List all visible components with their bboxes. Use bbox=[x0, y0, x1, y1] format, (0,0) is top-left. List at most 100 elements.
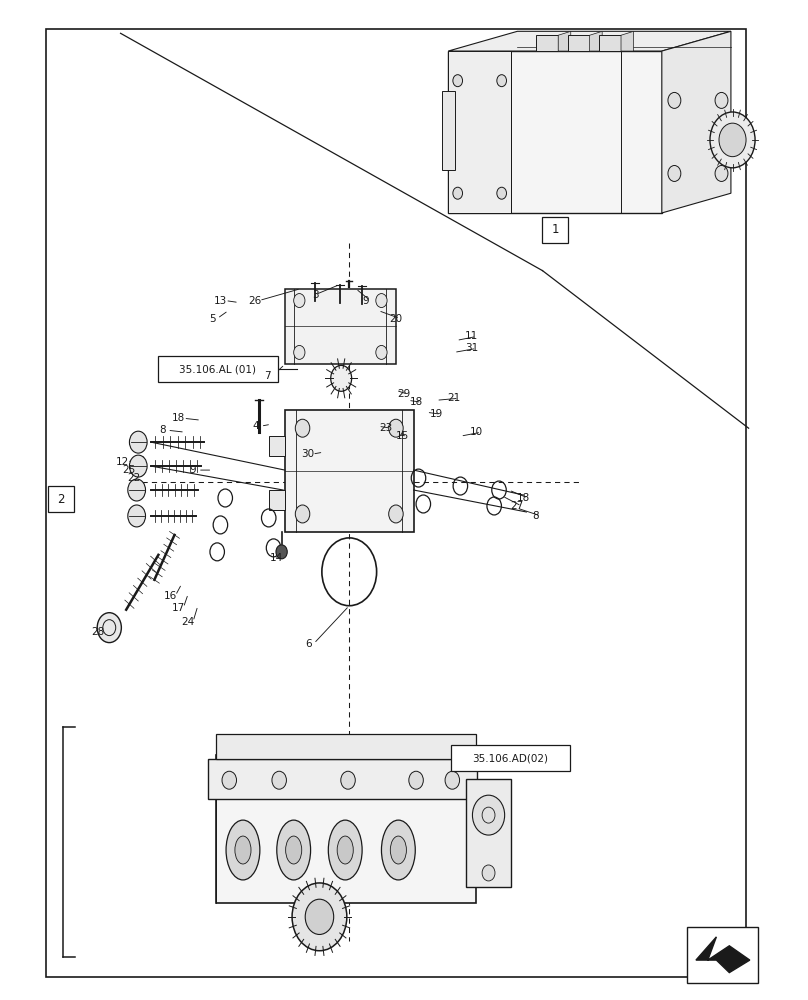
Bar bbox=[448, 51, 511, 213]
Circle shape bbox=[341, 771, 356, 789]
Ellipse shape bbox=[337, 836, 353, 864]
Ellipse shape bbox=[381, 820, 415, 880]
Polygon shape bbox=[696, 937, 750, 973]
Circle shape bbox=[668, 92, 681, 108]
Circle shape bbox=[389, 419, 403, 437]
Circle shape bbox=[295, 505, 309, 523]
Text: 10: 10 bbox=[470, 427, 483, 437]
Text: 7: 7 bbox=[263, 371, 271, 381]
Circle shape bbox=[128, 479, 145, 501]
Circle shape bbox=[497, 75, 507, 87]
Circle shape bbox=[293, 345, 305, 359]
Ellipse shape bbox=[277, 820, 310, 880]
Text: 18: 18 bbox=[172, 413, 185, 423]
Bar bbox=[442, 91, 455, 170]
Circle shape bbox=[482, 747, 495, 763]
Circle shape bbox=[295, 419, 309, 437]
Bar bbox=[48, 486, 74, 512]
Bar bbox=[208, 759, 478, 799]
Bar bbox=[217, 734, 476, 759]
Circle shape bbox=[222, 771, 237, 789]
Text: 20: 20 bbox=[389, 314, 402, 324]
Bar bbox=[599, 35, 621, 51]
Bar bbox=[568, 35, 590, 51]
Circle shape bbox=[715, 92, 728, 108]
Text: 21: 21 bbox=[448, 393, 461, 403]
Text: 18: 18 bbox=[410, 397, 423, 407]
Text: 12: 12 bbox=[116, 457, 128, 467]
Circle shape bbox=[292, 883, 347, 951]
Text: 5: 5 bbox=[209, 314, 216, 324]
Text: 24: 24 bbox=[182, 617, 195, 627]
Circle shape bbox=[389, 505, 403, 523]
Circle shape bbox=[710, 112, 755, 168]
Text: 11: 11 bbox=[465, 331, 478, 341]
Text: 6: 6 bbox=[305, 639, 313, 649]
Circle shape bbox=[482, 865, 495, 881]
Text: 8: 8 bbox=[159, 425, 166, 435]
Text: 30: 30 bbox=[301, 449, 314, 459]
Polygon shape bbox=[590, 31, 602, 51]
Circle shape bbox=[473, 795, 505, 835]
Bar bbox=[285, 410, 414, 532]
Circle shape bbox=[272, 771, 287, 789]
Circle shape bbox=[497, 187, 507, 199]
Text: 17: 17 bbox=[172, 603, 185, 613]
Text: 18: 18 bbox=[516, 493, 530, 503]
Text: 29: 29 bbox=[398, 389, 410, 399]
Polygon shape bbox=[662, 31, 731, 213]
Circle shape bbox=[715, 165, 728, 181]
Polygon shape bbox=[448, 31, 731, 51]
Ellipse shape bbox=[286, 836, 301, 864]
Text: 19: 19 bbox=[430, 409, 443, 419]
Bar bbox=[217, 755, 476, 903]
Polygon shape bbox=[558, 31, 570, 51]
Text: 35.106.AD(02): 35.106.AD(02) bbox=[473, 753, 549, 763]
Text: 35.106.AL (01): 35.106.AL (01) bbox=[179, 364, 256, 374]
Text: 22: 22 bbox=[128, 473, 141, 483]
Text: 14: 14 bbox=[270, 553, 284, 563]
Circle shape bbox=[452, 75, 462, 87]
Text: 9: 9 bbox=[190, 465, 196, 475]
Circle shape bbox=[719, 123, 746, 157]
Bar bbox=[466, 779, 511, 887]
Circle shape bbox=[293, 294, 305, 308]
Bar bbox=[448, 51, 662, 213]
Circle shape bbox=[409, 771, 423, 789]
Text: 8: 8 bbox=[532, 511, 540, 521]
Bar bbox=[158, 356, 278, 382]
Bar bbox=[285, 289, 396, 364]
Text: 26: 26 bbox=[248, 296, 262, 306]
Text: 13: 13 bbox=[214, 296, 227, 306]
Ellipse shape bbox=[390, 836, 406, 864]
Circle shape bbox=[445, 771, 460, 789]
Text: 23: 23 bbox=[380, 423, 393, 433]
Text: 3: 3 bbox=[312, 290, 318, 300]
Bar bbox=[542, 217, 568, 243]
Bar bbox=[688, 927, 758, 983]
Text: 28: 28 bbox=[91, 627, 105, 637]
Text: 9: 9 bbox=[362, 296, 368, 306]
Polygon shape bbox=[621, 31, 633, 51]
Text: 2: 2 bbox=[57, 493, 65, 506]
Circle shape bbox=[305, 899, 334, 934]
Text: 27: 27 bbox=[510, 501, 524, 511]
Circle shape bbox=[376, 294, 387, 308]
Circle shape bbox=[129, 455, 147, 477]
Bar bbox=[269, 490, 285, 510]
Text: 1: 1 bbox=[552, 223, 559, 236]
Circle shape bbox=[376, 345, 387, 359]
Bar bbox=[269, 436, 285, 456]
Circle shape bbox=[668, 165, 681, 181]
Bar bbox=[46, 29, 747, 977]
Text: 25: 25 bbox=[122, 465, 135, 475]
Circle shape bbox=[452, 187, 462, 199]
Circle shape bbox=[128, 505, 145, 527]
Ellipse shape bbox=[328, 820, 362, 880]
Circle shape bbox=[330, 365, 351, 391]
Text: 16: 16 bbox=[164, 591, 177, 601]
Bar bbox=[451, 745, 570, 771]
Circle shape bbox=[97, 613, 121, 643]
Circle shape bbox=[129, 431, 147, 453]
Ellipse shape bbox=[226, 820, 260, 880]
